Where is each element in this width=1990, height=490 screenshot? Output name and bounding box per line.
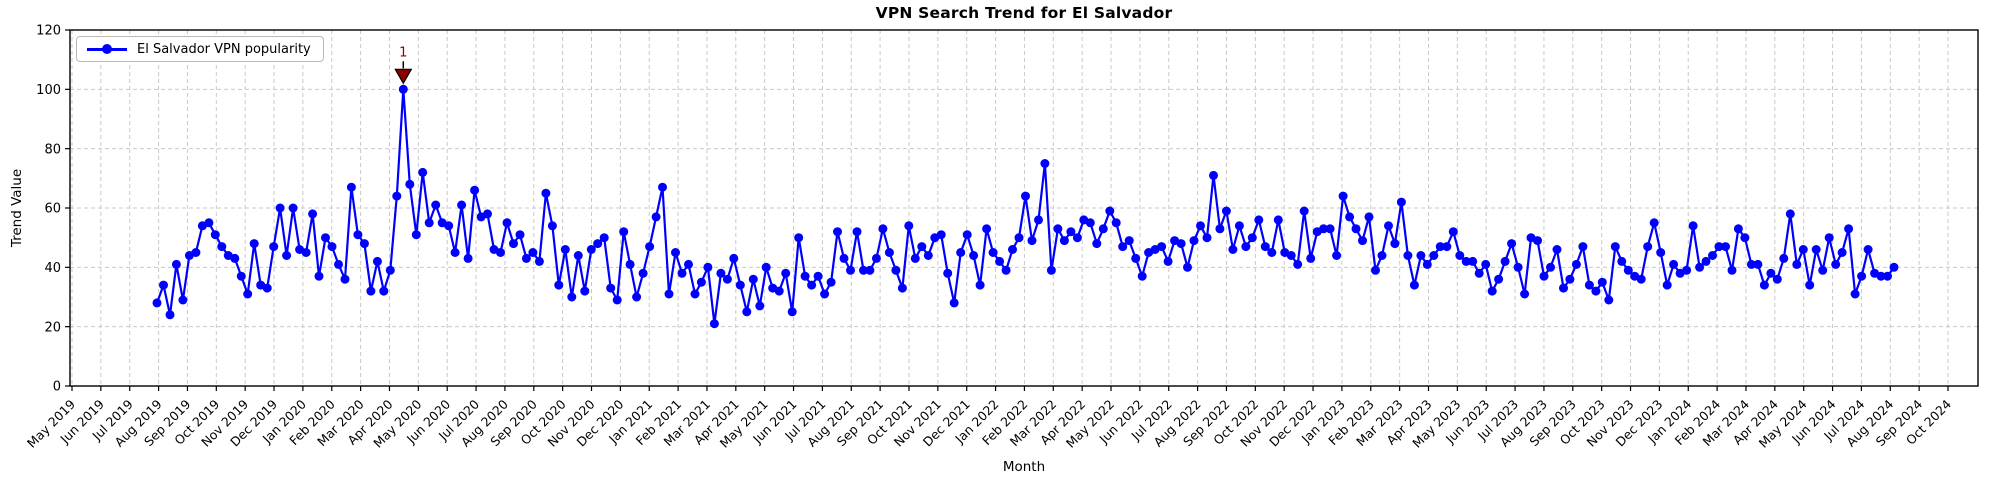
svg-text:0: 0 xyxy=(53,380,61,395)
svg-text:60: 60 xyxy=(44,202,61,217)
legend-dot-icon xyxy=(102,44,112,54)
svg-text:1: 1 xyxy=(399,45,407,60)
svg-text:120: 120 xyxy=(36,24,61,39)
chart-title: VPN Search Trend for El Salvador xyxy=(875,4,1173,22)
legend: El Salvador VPN popularity xyxy=(76,36,324,62)
svg-text:100: 100 xyxy=(36,83,61,98)
legend-label: El Salvador VPN popularity xyxy=(137,41,311,57)
x-axis-label: Month xyxy=(1002,459,1046,475)
svg-text:80: 80 xyxy=(44,142,61,157)
svg-text:40: 40 xyxy=(44,261,61,276)
legend-line-marker-icon xyxy=(87,44,127,54)
svg-text:20: 20 xyxy=(44,320,61,335)
